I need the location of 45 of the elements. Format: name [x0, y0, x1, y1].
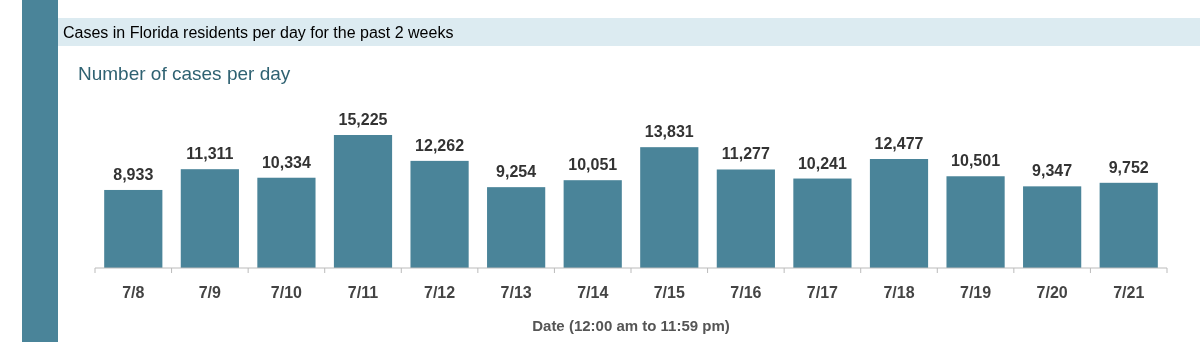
data-label: 10,241 [797, 154, 847, 172]
x-tick-label: 7/8 [122, 284, 145, 301]
data-label: 10,051 [568, 156, 618, 174]
data-label: 12,262 [415, 136, 465, 154]
bar [640, 147, 699, 268]
data-label: 9,254 [496, 163, 537, 181]
data-label: 11,277 [721, 145, 770, 163]
x-tick-label: 7/14 [577, 284, 609, 301]
bar [257, 177, 316, 268]
data-label: 15,225 [338, 111, 388, 128]
bar [410, 160, 469, 268]
data-label: 13,831 [644, 123, 694, 141]
bar [104, 189, 163, 268]
x-tick-label: 7/17 [806, 284, 839, 301]
chart-title: Cases in Florida residents per day for the past 2 weeks [63, 24, 454, 41]
x-axis-title: Date (12:00 am to 11:59 pm) [532, 317, 730, 334]
bar [333, 135, 393, 268]
data-label: 10,501 [951, 152, 1001, 170]
bar [487, 187, 546, 268]
data-label: 11,311 [186, 145, 234, 163]
data-label: 9,752 [1108, 158, 1149, 176]
bar [793, 178, 852, 268]
bar [1023, 186, 1082, 268]
data-label: 12,477 [874, 135, 924, 153]
x-tick-label: 7/11 [347, 284, 379, 301]
x-tick-label: 7/18 [883, 284, 915, 301]
data-label: 9,347 [1032, 162, 1073, 180]
x-tick-label: 7/9 [198, 284, 222, 301]
x-tick-label: 7/13 [500, 284, 532, 301]
x-tick-label: 7/20 [1036, 284, 1068, 301]
chart-subtitle: Number of cases per day [78, 63, 291, 84]
bar [1099, 182, 1158, 268]
x-tick-label: 7/12 [424, 284, 456, 301]
x-tick-label: 7/16 [730, 284, 762, 301]
data-label: 10,334 [261, 153, 311, 171]
bar [563, 180, 622, 268]
data-label: 8,933 [113, 165, 154, 183]
x-tick-label: 7/15 [653, 284, 685, 301]
bar [716, 169, 775, 268]
x-tick-label: 7/19 [960, 284, 992, 301]
x-tick-label: 7/10 [270, 284, 303, 301]
bar [180, 169, 239, 268]
bar [946, 176, 1005, 268]
x-tick-label: 7/21 [1113, 284, 1145, 301]
bar [869, 159, 929, 268]
